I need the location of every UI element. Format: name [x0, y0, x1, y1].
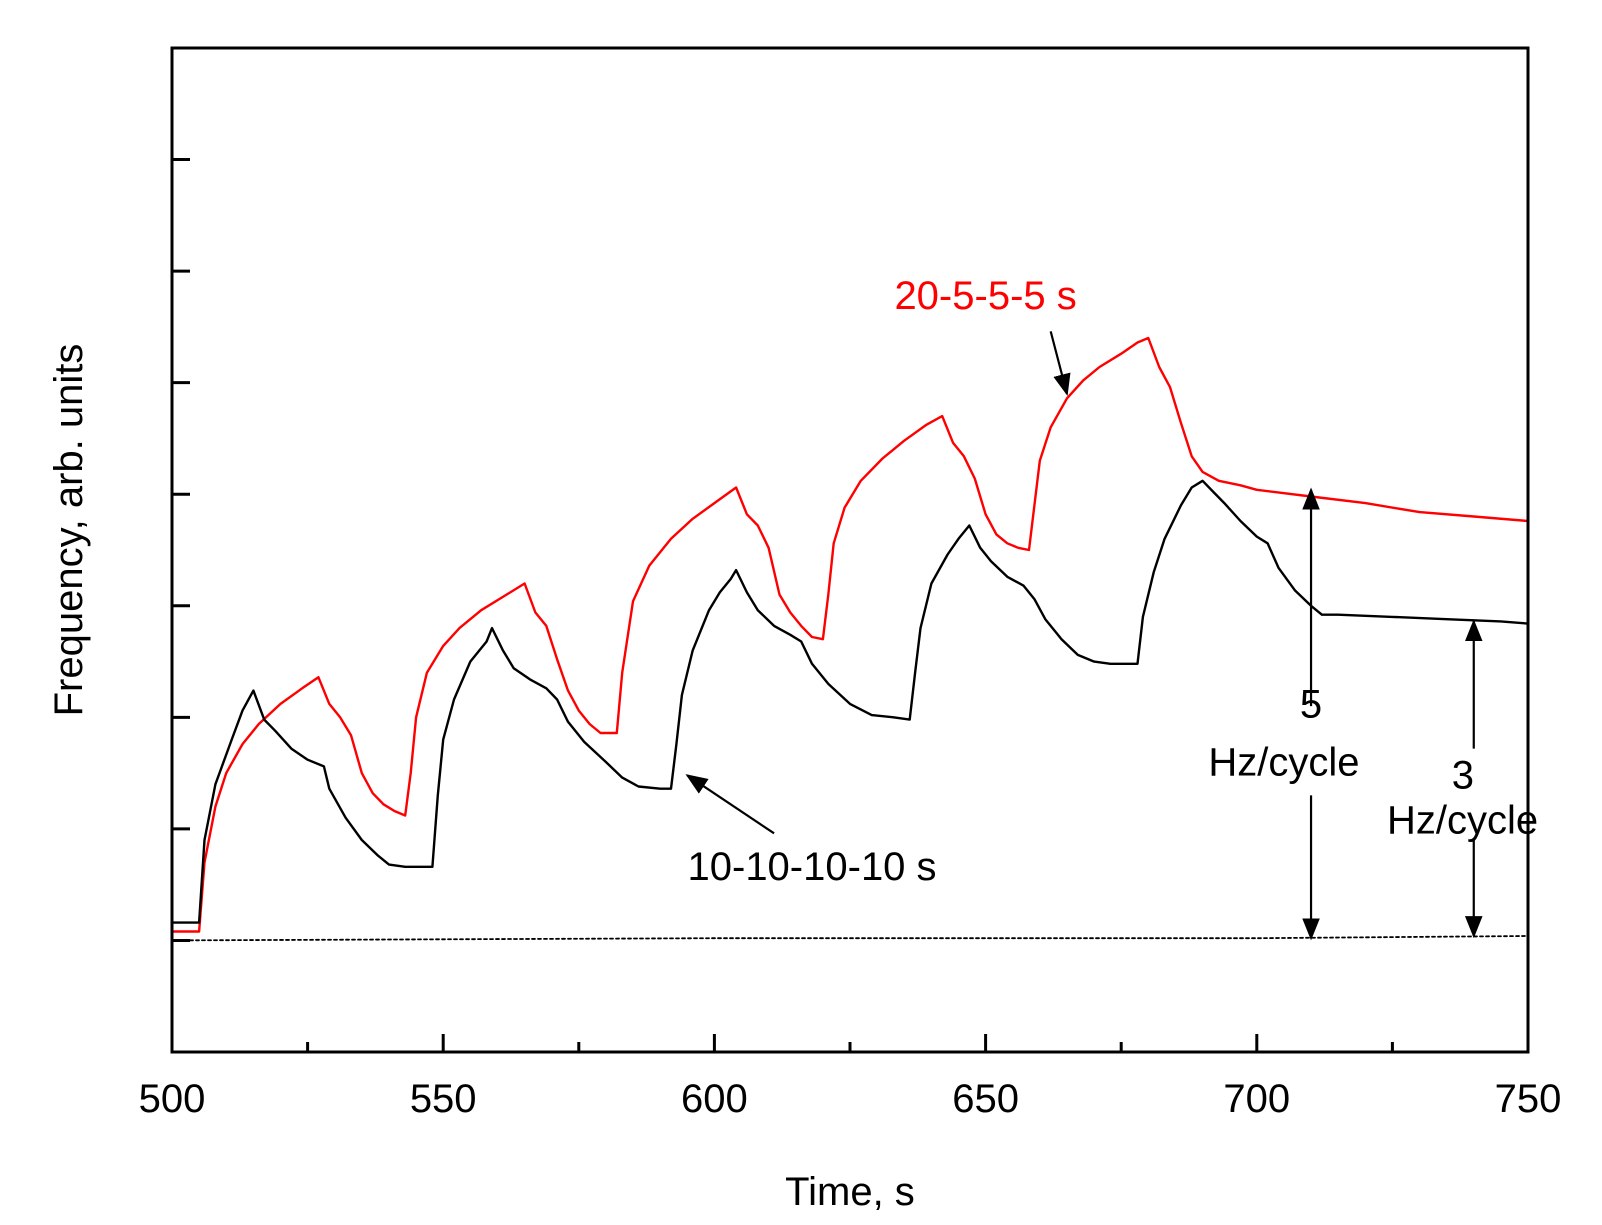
annotation-label-5: 5: [1300, 682, 1322, 726]
x-tick-label-500: 500: [139, 1077, 206, 1121]
x-axis-title: Time, s: [785, 1170, 915, 1214]
x-tick-label-600: 600: [681, 1077, 748, 1121]
annotation-label-red: 20-5-5-5 s: [894, 274, 1076, 318]
axis-ticks: [170, 158, 1530, 1052]
x-tick-label-550: 550: [410, 1077, 477, 1121]
x-tick-label-700: 700: [1223, 1077, 1290, 1121]
y-axis-title: Frequency, arb. units: [47, 344, 91, 717]
annotation-label-black: 10-10-10-10 s: [688, 845, 937, 889]
arrow-red: [1049, 331, 1071, 396]
series-line-10-10-10-10-s: [170, 479, 1530, 924]
x-tick-labels: 500 550 600 650 700 750: [139, 1077, 1562, 1121]
series-line-baseline: [171, 935, 1529, 942]
x-tick-label-650: 650: [952, 1077, 1019, 1121]
annotation-label-5-unit: Hz/cycle: [1208, 740, 1359, 784]
annotation-label-3-unit: Hz/cycle: [1387, 798, 1538, 842]
plot-lines: [170, 336, 1530, 942]
arrow-black: [685, 774, 775, 835]
series-line-20-5-5-5-s: [170, 336, 1530, 933]
plot-frame: [170, 46, 1530, 1054]
x-tick-label-750: 750: [1495, 1077, 1562, 1121]
annotation-label-3: 3: [1452, 754, 1474, 798]
